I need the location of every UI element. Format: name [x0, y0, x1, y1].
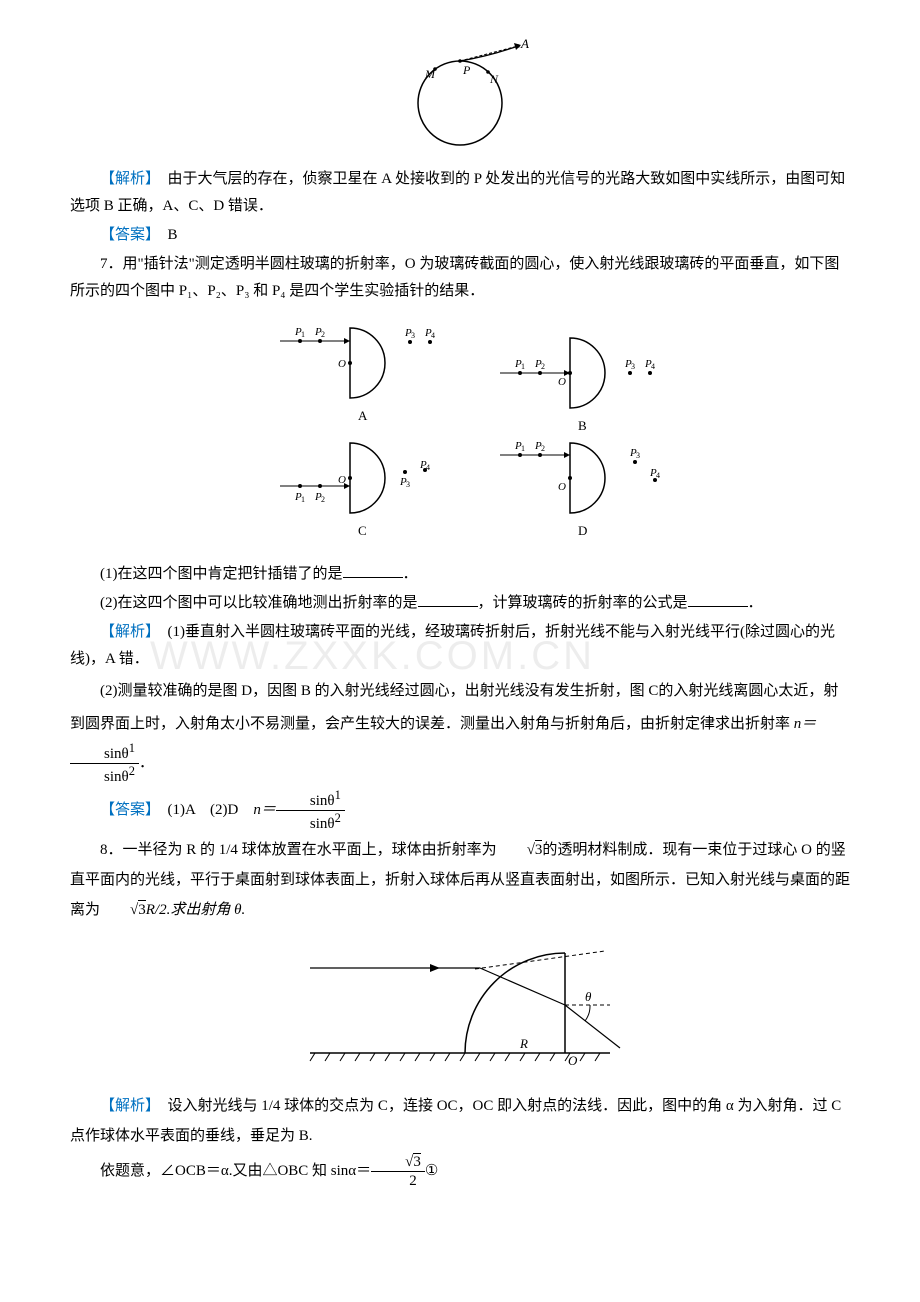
- svg-text:1: 1: [301, 495, 305, 504]
- fraction-2: sinθ1sinθ2: [276, 788, 345, 833]
- svg-text:O: O: [558, 376, 566, 388]
- fraction-1: sinθ1sinθ2: [70, 741, 139, 786]
- svg-text:O: O: [338, 474, 346, 486]
- svg-text:θ: θ: [585, 989, 592, 1004]
- svg-text:4: 4: [431, 331, 435, 340]
- sqrt-3a: 3: [497, 835, 543, 865]
- svg-text:M: M: [424, 67, 436, 81]
- svg-text:R: R: [519, 1036, 528, 1051]
- blank-2: [418, 593, 478, 607]
- q7-sub1: (1)在这四个图中肯定把针插错了的是．: [70, 561, 850, 588]
- q7-sub2: (2)在这四个图中可以比较准确地测出折射率的是，计算玻璃砖的折射率的公式是．: [70, 590, 850, 617]
- svg-text:C: C: [358, 523, 367, 538]
- question-8: 8．一半径为 R 的 1/4 球体放置在水平面上，球体由折射率为3的透明材料制成…: [70, 835, 850, 925]
- blank-1: [343, 564, 403, 578]
- svg-text:P: P: [462, 63, 471, 77]
- four-semicircle-figure: P1 P2 P3 P4 O A P1 P2 P3 P4 O B: [70, 313, 850, 553]
- svg-text:D: D: [578, 523, 587, 538]
- svg-text:3: 3: [406, 480, 410, 489]
- svg-text:4: 4: [656, 471, 660, 480]
- svg-text:2: 2: [321, 495, 325, 504]
- svg-text:1: 1: [521, 362, 525, 371]
- quarter-sphere-figure: θ R O: [70, 933, 850, 1083]
- svg-text:1: 1: [301, 330, 305, 339]
- svg-text:N: N: [489, 72, 499, 86]
- answer-label: 【答案】: [100, 227, 153, 243]
- svg-text:B: B: [578, 418, 587, 433]
- svg-text:4: 4: [426, 463, 430, 472]
- svg-text:2: 2: [541, 444, 545, 453]
- sphere-svg: θ R O: [290, 933, 630, 1073]
- svg-text:3: 3: [631, 362, 635, 371]
- svg-text:O: O: [558, 481, 566, 493]
- fraction-sqrt32: √32: [371, 1153, 425, 1190]
- svg-text:3: 3: [636, 451, 640, 460]
- analysis-8-1: 【解析】 设入射光线与 1/4 球体的交点为 C，连接 OC，OC 即入射点的法…: [70, 1091, 850, 1151]
- semicircle-svg: P1 P2 P3 P4 O A P1 P2 P3 P4 O B: [240, 313, 680, 543]
- analysis-1: 【解析】 由于大气层的存在，侦察卫星在 A 处接收到的 P 处发出的光信号的光路…: [70, 166, 850, 220]
- svg-text:2: 2: [541, 362, 545, 371]
- answer-1: 【答案】 B: [70, 222, 850, 249]
- analysis-7-2: (2)测量较准确的是图 D，因图 B 的入射光线经过圆心，出射光线没有发生折射，…: [70, 675, 850, 786]
- svg-text:4: 4: [651, 362, 655, 371]
- analysis-label-8: 【解析】: [100, 1098, 153, 1114]
- analysis-label-7: 【解析】: [100, 624, 153, 640]
- svg-text:A: A: [358, 408, 368, 423]
- analysis-label: 【解析】: [100, 171, 153, 187]
- svg-text:3: 3: [411, 331, 415, 340]
- svg-text:1: 1: [521, 444, 525, 453]
- question-7: 7．用"插针法"测定透明半圆柱玻璃的折射率，O 为玻璃砖截面的圆心，使入射光线跟…: [70, 251, 850, 305]
- satellite-diagram-svg: A P M N: [390, 38, 530, 148]
- sqrt-3b: 3: [100, 895, 146, 925]
- blank-3: [688, 593, 748, 607]
- analysis-7-1: 【解析】 (1)垂直射入半圆柱玻璃砖平面的光线，经玻璃砖折射后，折射光线不能与入…: [70, 619, 850, 673]
- analysis-8-2: 依题意，∠OCB＝α.又由△OBC 知 sinα＝√32①: [70, 1153, 850, 1190]
- svg-text:O: O: [338, 358, 346, 370]
- svg-text:2: 2: [321, 330, 325, 339]
- figure-satellite-circle: A P M N: [70, 38, 850, 158]
- answer-label-7: 【答案】: [100, 802, 153, 818]
- svg-text:O: O: [568, 1053, 578, 1068]
- answer-7: 【答案】 (1)A (2)D n＝sinθ1sinθ2: [70, 788, 850, 833]
- svg-text:A: A: [520, 38, 529, 51]
